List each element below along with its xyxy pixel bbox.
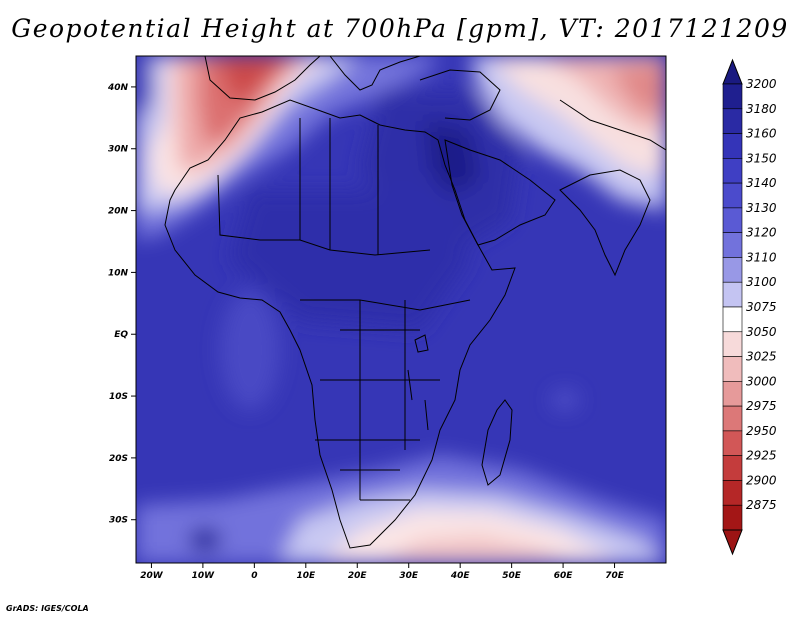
colorbar-swatch (722, 306, 743, 333)
colorbar-swatch (722, 83, 743, 110)
lat-tick-label: 30S (109, 516, 128, 526)
colorbar-label: 3180 (746, 102, 777, 116)
colorbar-swatch (722, 430, 743, 456)
colorbar-label: 3000 (746, 374, 777, 388)
colorbar-top-arrow (722, 58, 743, 85)
lat-tick-label: 10S (109, 392, 128, 402)
europe-coast-east (329, 56, 421, 91)
lon-tick-label: 0 (251, 571, 257, 581)
lat-tick-label: 40N (107, 83, 129, 93)
field-band-io (551, 390, 579, 410)
field-band-ne-3000 (610, 60, 666, 112)
colorbar-label: 3110 (746, 250, 777, 264)
india-coast (559, 169, 651, 277)
colorbar-swatch (722, 356, 743, 382)
latitude-axis: 40N 30N 20N 10N EQ 10S 20S 30S (107, 83, 136, 526)
lon-tick-label: 70E (605, 571, 625, 581)
colorbar-label: 3160 (746, 127, 777, 141)
lon-tick-label: 20W (140, 571, 164, 581)
field-band-sw-3160 (189, 528, 221, 552)
colorbar-label: 3200 (746, 77, 777, 91)
lon-tick-label: 60E (554, 571, 574, 581)
lon-tick-label: 20E (348, 571, 368, 581)
lat-tick-label: 20S (109, 454, 128, 464)
colorbar-swatch (722, 331, 743, 357)
colorbar-swatch (722, 504, 743, 531)
colorbar-label: 3140 (746, 176, 777, 190)
map-frame (135, 55, 667, 564)
colorbar-label: 3150 (746, 151, 777, 165)
africa-coast (164, 99, 516, 549)
field-low-west (136, 56, 152, 120)
field-band-2975 (198, 56, 300, 145)
lon-tick-label: 40E (450, 571, 471, 581)
colorbar-swatch (722, 207, 743, 233)
colorbar-label: 3130 (746, 201, 777, 215)
colorbar-label: 2925 (746, 449, 777, 463)
colorbar-label: 3050 (746, 325, 777, 339)
colorbar-swatch (722, 232, 743, 258)
colorbar-swatch (722, 158, 743, 184)
turkey-coast (419, 69, 501, 121)
europe-coast (204, 56, 321, 101)
rift-lakes (407, 369, 429, 431)
lon-tick-label: 30E (399, 571, 419, 581)
lon-tick-label: 10E (296, 571, 316, 581)
border-vertical (359, 300, 406, 500)
lat-tick-label: 30N (108, 145, 129, 155)
lat-tick-label: 10N (108, 268, 129, 278)
colorbar-swatch (722, 133, 743, 159)
madagascar-coast (481, 399, 513, 486)
longitude-axis: 20W 10W 0 10E 20E 30E 40E 50E 60E 70E (140, 563, 625, 581)
field-band-gulf (220, 290, 280, 410)
colorbar-label: 2950 (746, 424, 777, 438)
colorbar-label: 2975 (746, 399, 777, 413)
colorbar-bottom-arrow (722, 529, 743, 556)
field-band-me-3180 (425, 120, 480, 195)
colorbar: 3200 3180 3160 3150 3140 3130 3120 3110 3100 3075… (722, 58, 777, 556)
arabia-coast (444, 139, 556, 246)
lake-victoria (414, 334, 429, 353)
field-band-2950 (220, 56, 290, 100)
border-south (300, 299, 471, 501)
asia-border (559, 99, 666, 151)
colorbar-swatch (722, 381, 743, 407)
grads-credit: GrADS: IGES/COLA (6, 604, 89, 613)
colorbar-swatch (722, 455, 743, 481)
border-north (299, 118, 379, 255)
colorbar-label: 3120 (746, 226, 777, 240)
colorbar-swatch (722, 182, 743, 209)
colorbar-label: 3100 (746, 275, 777, 289)
colorbar-label: 2875 (746, 498, 777, 512)
lon-tick-label: 10W (192, 571, 216, 581)
coastlines (164, 56, 666, 549)
colorbar-label: 2900 (746, 473, 777, 487)
colorbar-label: 3025 (746, 350, 777, 364)
colorbar-swatch (722, 257, 743, 283)
colorbar-swatch (722, 405, 743, 432)
colorbar-label: 3075 (746, 300, 777, 314)
height-field (136, 56, 666, 563)
field-band-south-3050 (380, 535, 570, 563)
lon-tick-label: 50E (502, 571, 522, 581)
colorbar-swatch (722, 281, 743, 308)
colorbar-swatch (722, 480, 743, 506)
field-band-central (230, 190, 470, 330)
map-title: Geopotential Height at 700hPa [gpm], VT:… (11, 14, 789, 43)
lat-tick-label: 20N (108, 207, 129, 217)
colorbar-swatch (722, 108, 743, 134)
lat-tick-label: EQ (114, 330, 128, 340)
